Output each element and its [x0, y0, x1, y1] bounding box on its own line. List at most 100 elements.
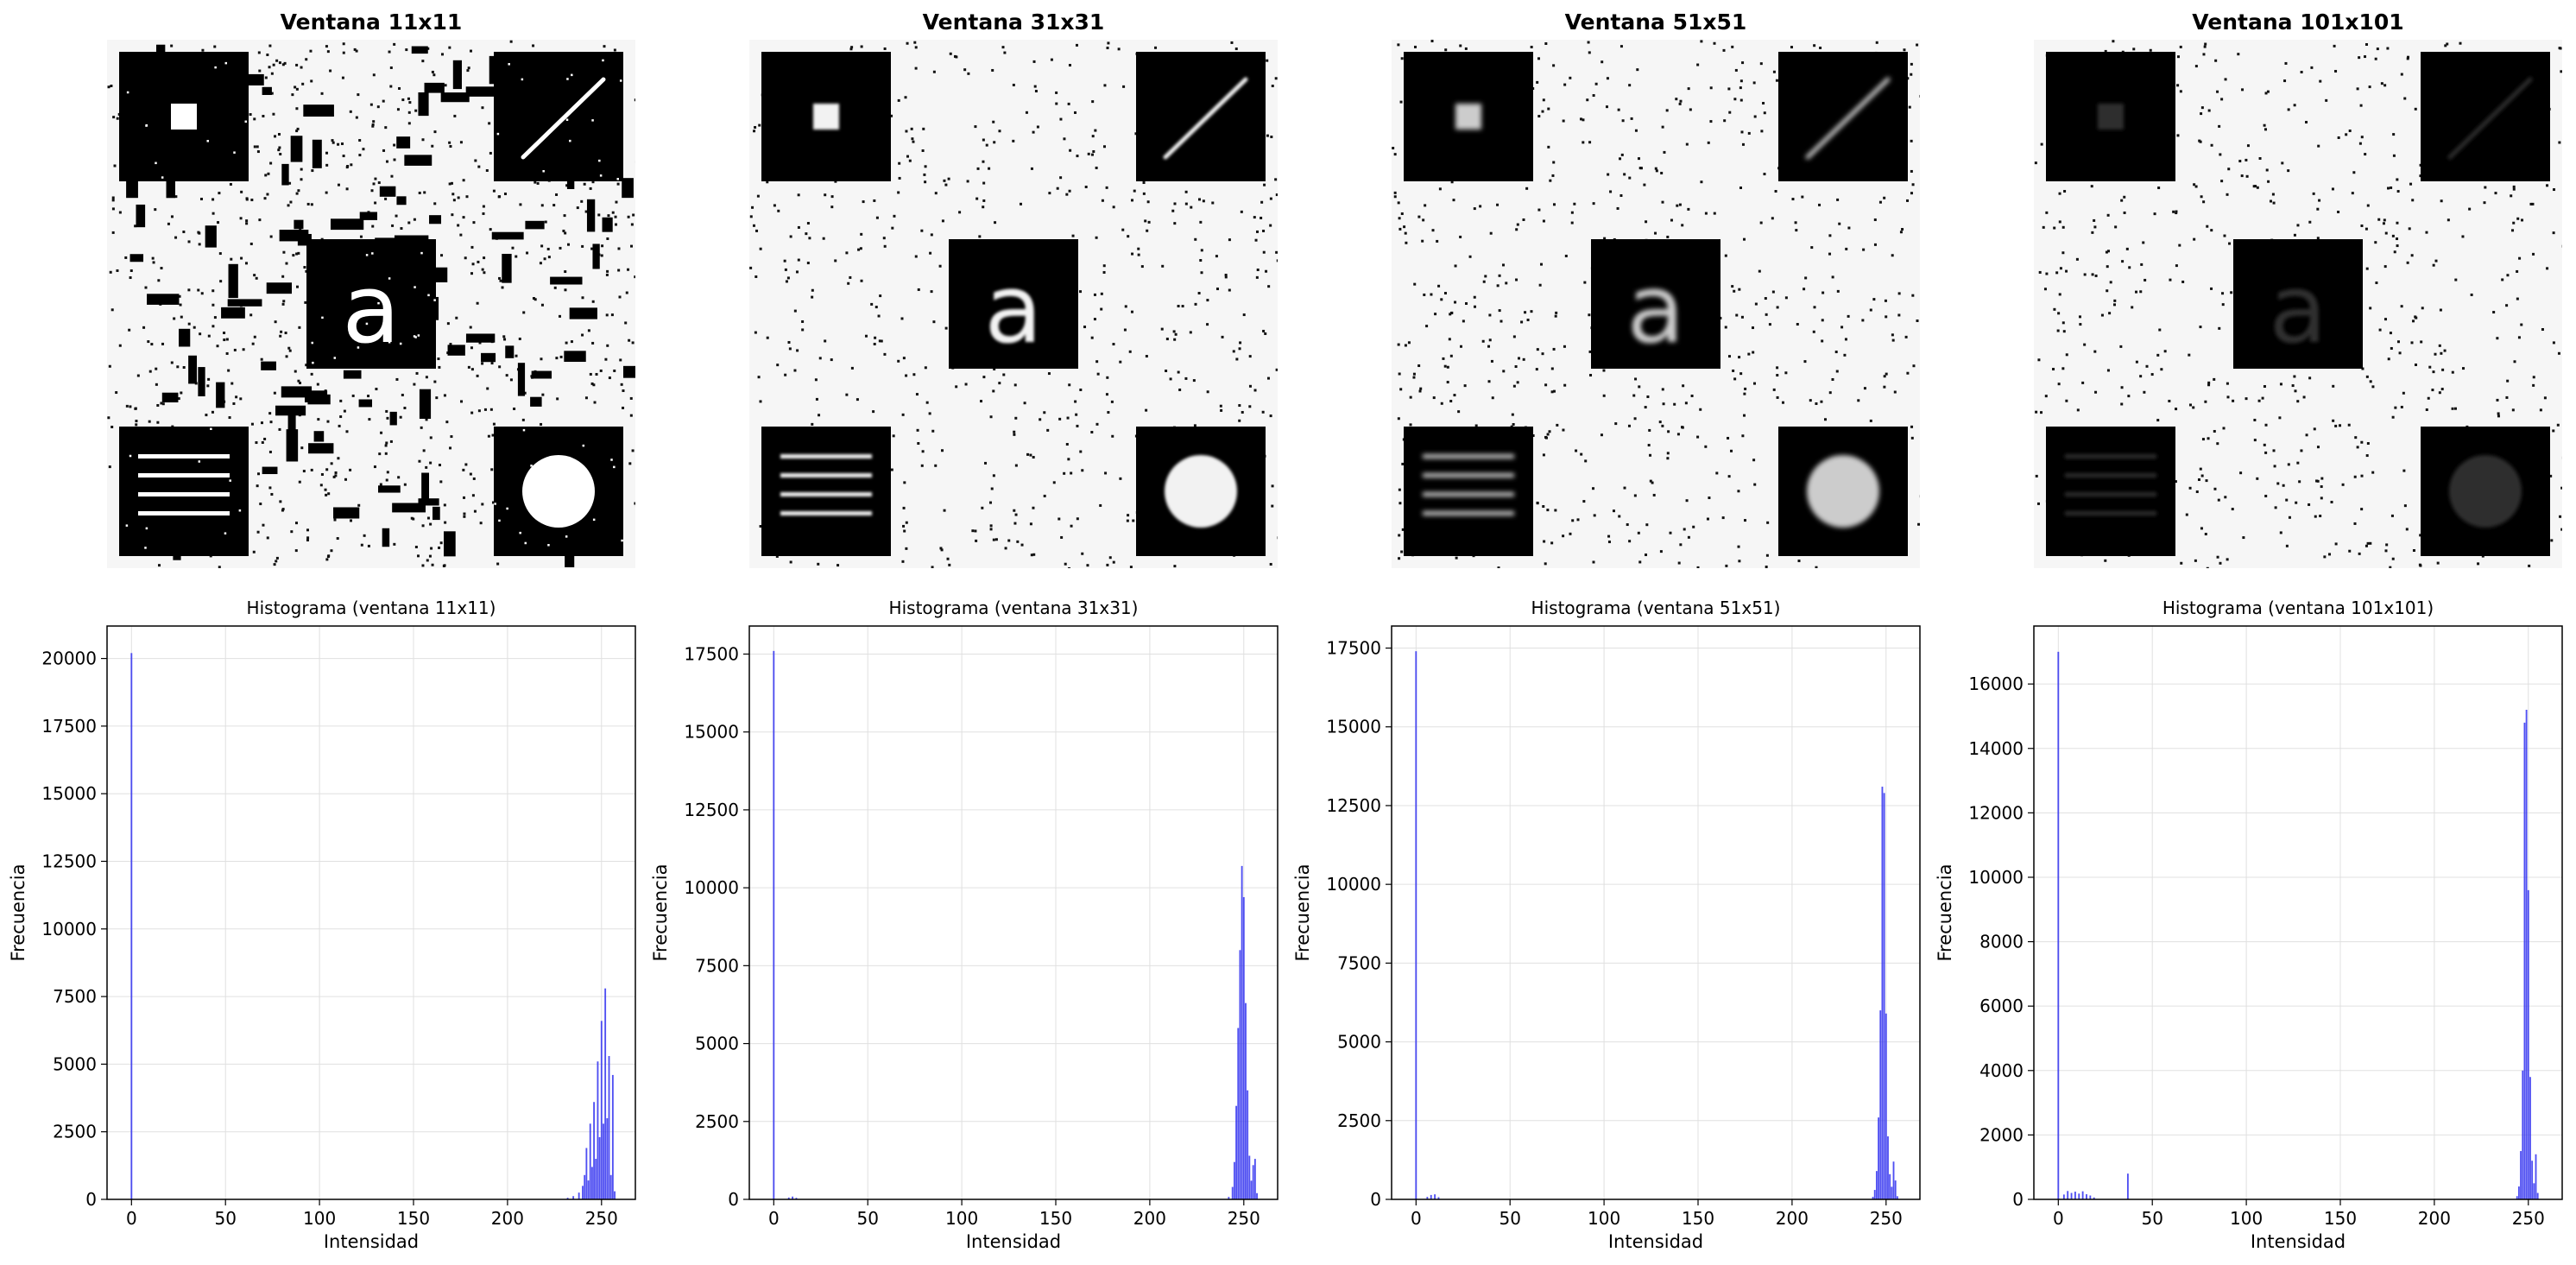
histogram-bar	[593, 1102, 596, 1199]
histogram-bar	[1875, 1171, 1878, 1199]
test-pattern-squares: a	[119, 52, 623, 556]
y-tick-label: 2500	[1337, 1110, 1381, 1131]
histogram-bar	[1252, 1165, 1254, 1199]
x-tick-label: 100	[945, 1208, 978, 1229]
histogram-bar	[1242, 896, 1245, 1199]
histogram-bars	[773, 650, 1258, 1199]
plot-frame	[1391, 625, 1921, 1200]
x-tick-label: 150	[397, 1208, 430, 1229]
histogram-bar	[2067, 1191, 2069, 1199]
histogram-bar	[2535, 1154, 2537, 1199]
panel-title-2: Ventana 31x31	[922, 9, 1105, 35]
histogram-bar	[1247, 1090, 1249, 1199]
histogram-bar	[603, 1123, 604, 1199]
histogram-bar	[2527, 889, 2529, 1199]
histogram-bar	[2062, 1194, 2065, 1199]
y-tick-label: 15000	[1326, 717, 1381, 737]
histogram-bar	[2529, 1077, 2531, 1199]
x-tick-label: 50	[856, 1208, 878, 1229]
y-axis-label: Frecuencia	[1935, 864, 1955, 962]
x-tick-label: 50	[1499, 1208, 1520, 1229]
filtered-image-51x51: a	[1392, 40, 1920, 568]
histogram-bar	[1878, 1117, 1880, 1199]
y-tick-label: 5000	[695, 1034, 739, 1054]
histogram-bar	[1248, 1155, 1251, 1199]
histogram-bar	[1239, 950, 1241, 1199]
histogram-bar	[2089, 1195, 2092, 1199]
histogram-bar	[2522, 1070, 2524, 1199]
x-tick-label: 50	[214, 1208, 236, 1229]
filtered-image-101x101: a	[2034, 40, 2562, 568]
x-tick-label: 0	[2053, 1208, 2064, 1229]
x-tick-label: 0	[768, 1208, 780, 1229]
x-tick-label: 250	[2512, 1208, 2545, 1229]
y-tick-label: 4000	[1979, 1060, 2024, 1081]
histogram-bar	[1873, 1190, 1876, 1199]
plot-frame	[748, 625, 1279, 1200]
histogram-bar	[1430, 1194, 1432, 1199]
histogram-bar	[787, 1197, 790, 1199]
x-tick-label: 100	[1588, 1208, 1620, 1229]
histogram-bar	[1891, 1186, 1893, 1199]
x-tick-label: 0	[1411, 1208, 1422, 1229]
y-tick-label: 15000	[684, 722, 739, 743]
y-tick-label: 7500	[695, 955, 739, 976]
histogram-bars	[1415, 651, 1898, 1199]
histogram-title-2: Histograma (ventana 31x31)	[888, 598, 1139, 618]
y-tick-label: 10000	[41, 919, 97, 939]
histogram-bar	[1887, 1136, 1889, 1199]
histogram-bar	[1434, 1194, 1436, 1199]
histogram-bar	[566, 1198, 569, 1199]
histogram-bar	[598, 1136, 601, 1199]
y-tick-label: 2500	[695, 1111, 739, 1132]
histogram-bar	[792, 1196, 794, 1199]
histogram-bar	[584, 1174, 586, 1199]
histogram-bar	[1253, 1159, 1256, 1199]
histogram-bar	[1228, 1197, 1230, 1199]
y-tick-label: 6000	[1979, 996, 2024, 1016]
y-tick-label: 2000	[1979, 1124, 2024, 1145]
histogram-bar	[1235, 1105, 1238, 1199]
x-tick-label: 200	[491, 1208, 524, 1229]
histogram-bar	[1233, 1161, 1235, 1199]
histogram-bar	[595, 1159, 597, 1199]
histogram-bar	[2093, 1197, 2095, 1199]
histogram-bar	[597, 1061, 599, 1199]
histogram-bar	[1892, 1161, 1895, 1199]
histogram-bar	[2074, 1192, 2076, 1199]
x-tick-label: 100	[303, 1208, 336, 1229]
y-tick-label: 17500	[1326, 638, 1381, 659]
histogram-bar	[582, 1186, 584, 1199]
panel-title-4: Ventana 101x101	[2192, 9, 2404, 35]
x-tick-label: 150	[2324, 1208, 2357, 1229]
histogram-bar	[1426, 1197, 1429, 1199]
histogram-bar	[2078, 1193, 2080, 1199]
y-tick-label: 17500	[684, 643, 739, 664]
histogram-bar	[1889, 1173, 1891, 1199]
test-pattern-squares: a	[761, 52, 1266, 556]
x-axis-label: Intensidad	[2251, 1231, 2346, 1252]
histogram-bar	[2517, 1186, 2520, 1199]
x-tick-label: 0	[126, 1208, 137, 1229]
histogram-bar	[609, 1174, 612, 1199]
histogram-bar	[2523, 722, 2526, 1199]
histogram-bar	[2516, 1196, 2518, 1199]
histogram-bar	[572, 1196, 575, 1199]
filtered-image-11x11: a	[107, 40, 635, 568]
y-axis-label: Frecuencia	[1292, 864, 1313, 962]
x-tick-label: 200	[1133, 1208, 1166, 1229]
x-tick-label: 250	[1228, 1208, 1260, 1229]
y-tick-label: 0	[1370, 1189, 1381, 1210]
y-tick-label: 14000	[1968, 738, 2024, 759]
histogram-bar	[1256, 1192, 1258, 1199]
histogram-bar	[2070, 1192, 2073, 1199]
svg-text:a: a	[984, 254, 1042, 364]
y-tick-label: 12500	[1326, 795, 1381, 816]
histogram-bar	[2533, 1183, 2535, 1199]
plot-frame	[2033, 625, 2563, 1200]
histogram-bar	[2536, 1192, 2539, 1199]
